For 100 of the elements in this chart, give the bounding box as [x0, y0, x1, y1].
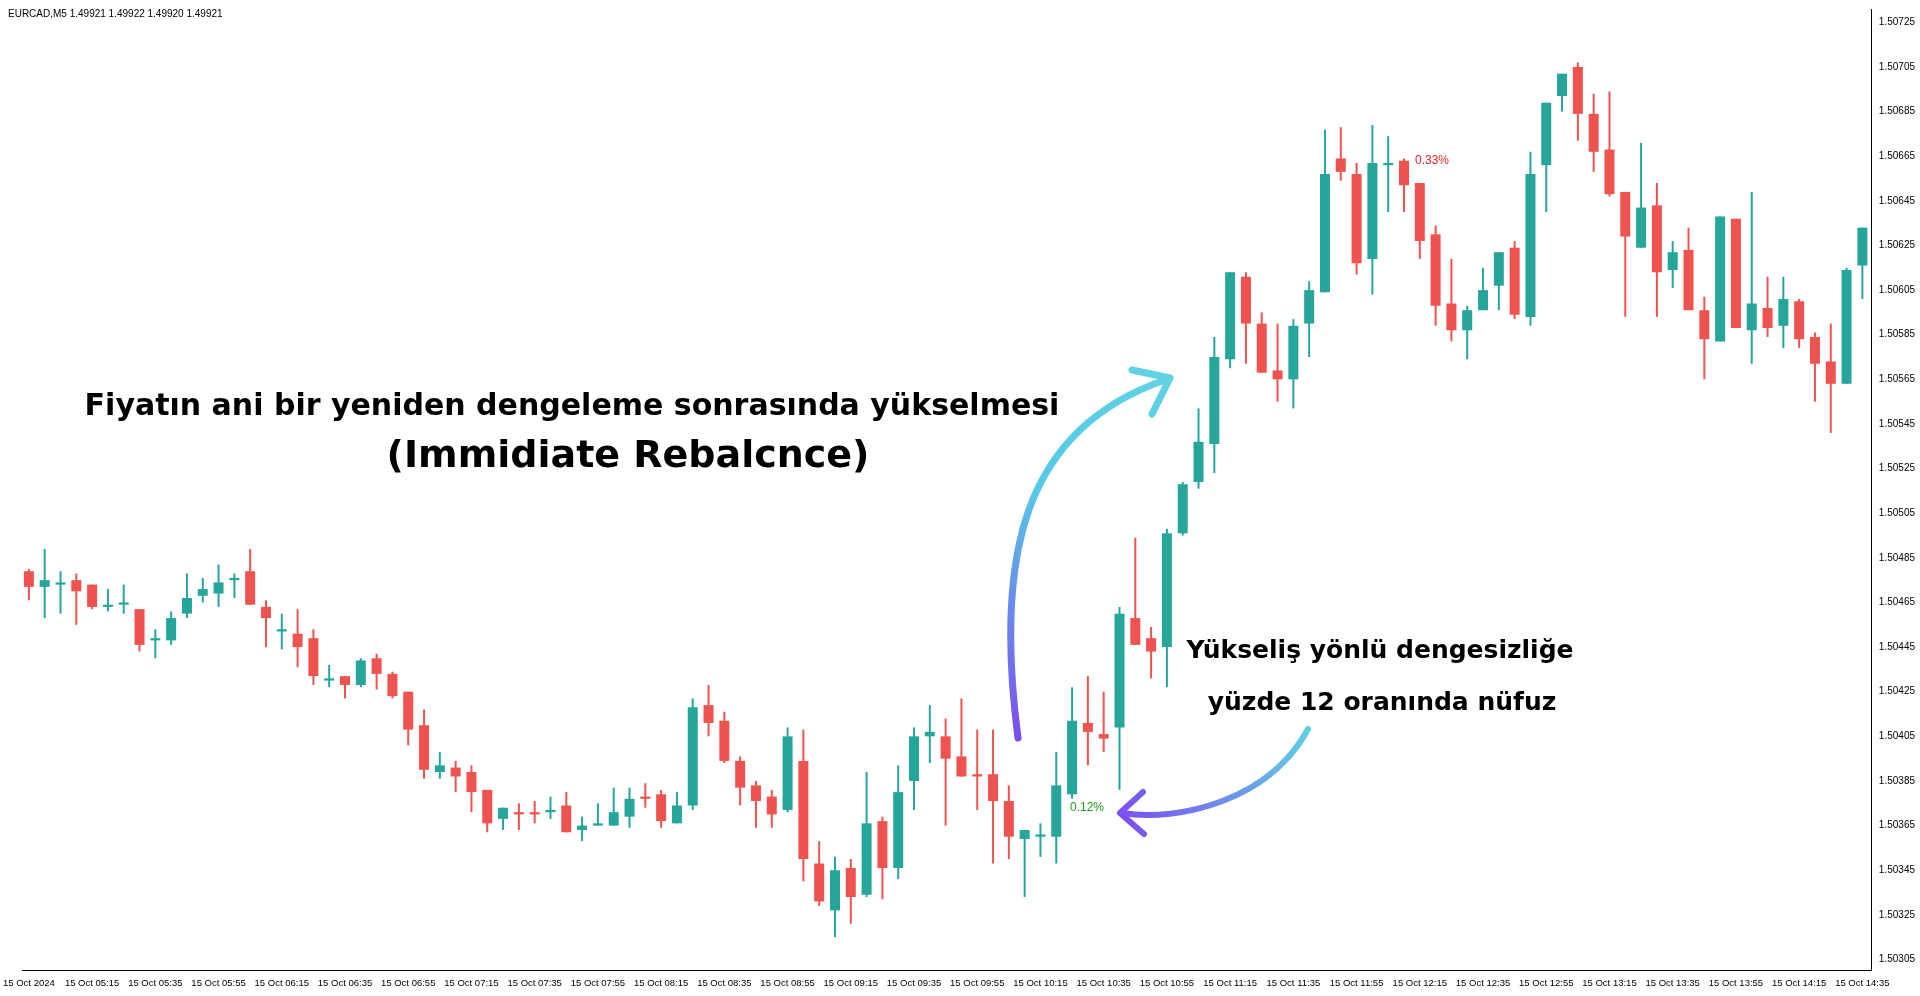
y-tick-label: 1.50625 [1878, 239, 1916, 251]
candlestick [671, 791, 682, 825]
candlestick [434, 750, 445, 780]
x-tick-label: 15 Oct 09:15 [823, 976, 878, 988]
x-tick-label: 15 Oct 12:35 [1455, 976, 1511, 988]
x-tick-label: 15 Oct 13:15 [1582, 976, 1637, 988]
annotation: Yükseliş yönlü dengesizliğe [1186, 634, 1574, 664]
x-tick-label: 15 Oct 13:55 [1708, 976, 1764, 988]
x-tick-label: 15 Oct 07:15 [444, 976, 499, 988]
candlestick [87, 583, 98, 611]
x-tick-label: 15 Oct 11:15 [1203, 976, 1257, 988]
candlestick [1098, 690, 1109, 753]
y-tick-label: 1.50485 [1878, 551, 1916, 563]
candlestick [624, 786, 635, 829]
x-tick-label: 15 Oct 06:55 [381, 976, 436, 988]
y-tick-label: 1.50305 [1878, 953, 1916, 965]
x-tick-label: 15 Oct 08:55 [760, 976, 815, 988]
candlestick [1335, 126, 1346, 182]
x-tick-label: 15 Oct 12:15 [1392, 976, 1448, 988]
candlestick [55, 570, 66, 615]
y-tick-label: 1.50545 [1878, 417, 1916, 429]
candlestick [640, 782, 651, 809]
candlestick [276, 612, 287, 651]
candlestick [1557, 72, 1568, 113]
candlestick [387, 670, 398, 700]
x-tick-label: 15 Oct 2024 [3, 976, 55, 988]
candlestick [608, 786, 619, 827]
candlestick [513, 802, 524, 832]
candlestick [1082, 675, 1093, 767]
y-tick-label: 1.50505 [1878, 506, 1916, 518]
x-tick-label: 15 Oct 08:15 [633, 976, 689, 988]
candlestick [466, 764, 477, 814]
y-tick-label: 1.50385 [1878, 774, 1916, 786]
candlestick [750, 779, 761, 829]
x-tick-label: 15 Oct 11:55 [1329, 976, 1384, 988]
candlestick [1478, 266, 1489, 312]
candlestick [1272, 322, 1283, 403]
y-tick-label: 1.50605 [1878, 283, 1916, 295]
y-tick-label: 1.50645 [1878, 194, 1916, 206]
chart-title: EURCAD,M5 1.49921 1.49922 1.49920 1.49921 [8, 8, 223, 19]
candlestick [1462, 304, 1473, 361]
y-tick-label: 1.50585 [1878, 328, 1916, 340]
annotation: (Immidiate Rebalcnce) [386, 432, 870, 476]
y-tick-label: 1.50665 [1878, 150, 1916, 161]
x-tick-label: 15 Oct 10:55 [1139, 976, 1195, 988]
candlestick [1146, 626, 1157, 680]
x-tick-label: 15 Oct 08:35 [697, 976, 752, 988]
x-tick-label: 15 Oct 07:35 [507, 976, 562, 988]
annotation: Fiyatın ani bir yeniden dengeleme sonrasında yükselmesi [84, 386, 1060, 422]
annotation: yüzde 12 oranında nüfuz [1207, 686, 1557, 716]
annotation: 0.33% [1414, 153, 1450, 167]
y-tick-label: 1.50465 [1878, 596, 1916, 608]
candlestick [972, 728, 983, 811]
x-tick-label: 15 Oct 12:55 [1519, 976, 1574, 988]
candlestick [703, 684, 714, 738]
y-tick-label: 1.50365 [1878, 819, 1916, 831]
candlestick [1667, 240, 1678, 289]
candlestick [340, 675, 351, 700]
y-tick-label: 1.50325 [1878, 908, 1916, 920]
candlestick [1762, 275, 1773, 338]
x-tick-label: 15 Oct 13:35 [1645, 976, 1700, 988]
x-tick-label: 15 Oct 07:55 [570, 976, 626, 988]
y-tick-label: 1.50405 [1878, 730, 1916, 742]
candlestick [292, 608, 303, 669]
candlestick [592, 802, 603, 827]
x-tick-label: 15 Oct 09:55 [950, 976, 1005, 988]
x-tick-label: 15 Oct 05:35 [128, 976, 183, 988]
x-tick-label: 15 Oct 14:15 [1771, 976, 1827, 988]
candlestick [181, 572, 192, 620]
x-tick-label: 15 Oct 11:35 [1266, 976, 1321, 988]
x-tick-label: 15 Oct 05:15 [64, 976, 120, 988]
candlestick [197, 576, 208, 604]
candlestick [118, 583, 129, 615]
candlestick [371, 652, 382, 691]
y-tick-label: 1.50725 [1878, 16, 1916, 28]
y-tick-label: 1.50685 [1878, 105, 1916, 117]
x-tick-label: 15 Oct 09:35 [886, 976, 942, 988]
candlestick [102, 588, 113, 613]
candlestick [956, 697, 967, 778]
candlestick [23, 568, 34, 602]
candlestick [324, 663, 335, 689]
candlestick [1383, 135, 1394, 214]
candlestick [39, 547, 50, 620]
y-tick-label: 1.50705 [1878, 60, 1916, 72]
x-tick-label: 15 Oct 10:35 [1076, 976, 1131, 988]
y-tick-label: 1.50525 [1878, 462, 1916, 474]
candlestick [1825, 322, 1836, 434]
x-tick-label: 15 Oct 14:35 [1835, 976, 1890, 988]
candlestick [1019, 829, 1030, 898]
candlestick [545, 795, 556, 820]
candlestick [260, 599, 271, 649]
candlestick [1035, 822, 1046, 858]
y-tick-label: 1.50345 [1878, 863, 1916, 875]
y-tick-label: 1.50445 [1878, 640, 1916, 652]
candlestick [529, 800, 540, 825]
candlestick [229, 572, 240, 600]
candlestick [71, 572, 82, 626]
candlestick [166, 610, 177, 646]
annotation: 0.12% [1069, 800, 1105, 814]
candlestick [213, 563, 224, 608]
